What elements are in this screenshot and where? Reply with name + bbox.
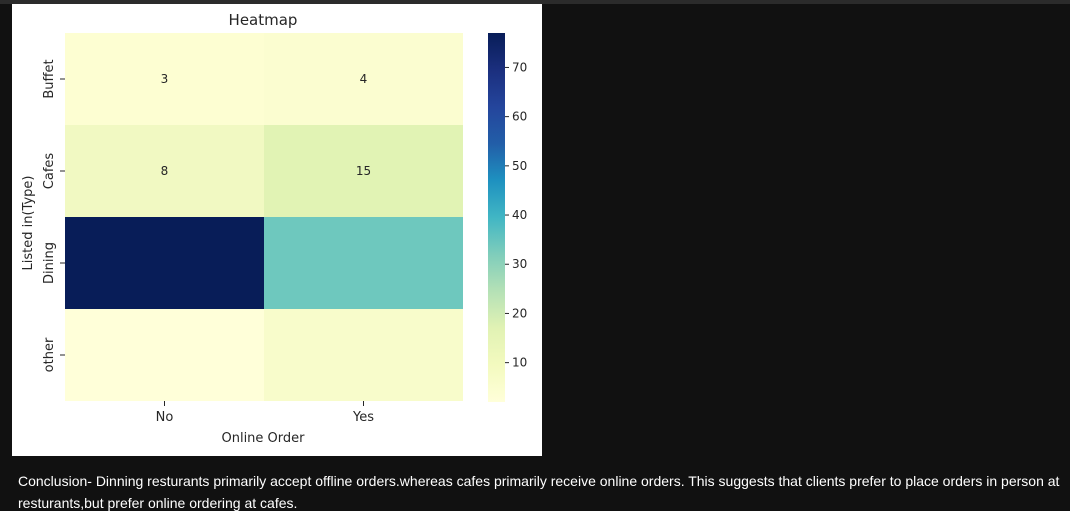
- heatmap-figure: Heatmap 3 4 8 15 Buffet Cafes Dining other No Y…: [12, 4, 542, 456]
- y-tick-label: other: [42, 337, 57, 372]
- cell-annotations: 3 4 8 15: [161, 72, 371, 178]
- cell-annotation: 15: [356, 164, 371, 178]
- y-tick-label: Dining: [42, 242, 57, 284]
- colorbar-tick-label: 10: [512, 356, 527, 370]
- heatmap-cell-dining-no: [65, 217, 264, 309]
- x-axis: No Yes: [156, 401, 374, 425]
- notebook-top-border: [0, 0, 1070, 4]
- heatmap-chart: Heatmap 3 4 8 15 Buffet Cafes Dining other No Y…: [21, 11, 527, 446]
- heatmap-cell-cafes-no: [65, 125, 264, 217]
- colorbar-tick-label: 20: [512, 306, 527, 320]
- heatmap-cell-other-yes: [264, 309, 463, 401]
- heatmap-cell-buffet-yes: [264, 33, 463, 125]
- heatmap-cell-other-no: [65, 309, 264, 401]
- y-axis-label: Listed in(Type): [21, 176, 36, 271]
- colorbar-ticks: 10 20 30 40 50 60 70: [505, 60, 527, 370]
- y-axis: Buffet Cafes Dining other: [42, 59, 65, 372]
- y-tick-label: Buffet: [42, 59, 57, 98]
- colorbar: [488, 33, 505, 402]
- colorbar-tick-label: 60: [512, 110, 527, 124]
- cell-annotation: 8: [161, 164, 169, 178]
- x-tick-label: Yes: [352, 410, 374, 425]
- heatmap-cells: [65, 33, 463, 401]
- conclusion-text: Conclusion- Dinning resturants primarily…: [18, 473, 1060, 511]
- x-tick-label: No: [156, 410, 174, 425]
- heatmap-cell-dining-yes: [264, 217, 463, 309]
- heatmap-cell-cafes-yes: [264, 125, 463, 217]
- y-tick-label: Cafes: [42, 153, 57, 190]
- chart-title: Heatmap: [229, 11, 298, 29]
- colorbar-tick-label: 70: [512, 60, 527, 74]
- colorbar-tick-label: 50: [512, 159, 527, 173]
- x-axis-label: Online Order: [221, 431, 305, 446]
- colorbar-tick-label: 30: [512, 257, 527, 271]
- heatmap-cell-buffet-no: [65, 33, 264, 125]
- cell-annotation: 4: [360, 72, 368, 86]
- cell-annotation: 3: [161, 72, 169, 86]
- colorbar-tick-label: 40: [512, 208, 527, 222]
